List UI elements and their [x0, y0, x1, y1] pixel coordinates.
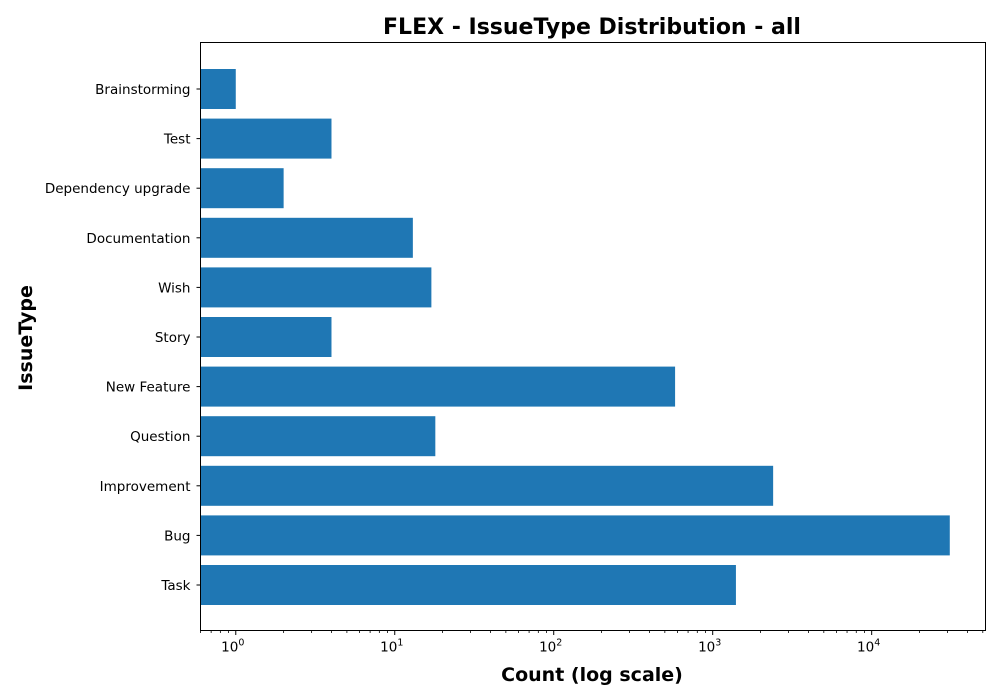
bar: [200, 366, 676, 407]
x-axis-ticks: 100 101 102 103 104: [200, 630, 984, 656]
y-tick-label: Improvement: [100, 479, 191, 495]
bar: [200, 69, 236, 109]
y-tick-label: New Feature: [106, 380, 191, 396]
bars-group: [200, 69, 950, 605]
y-tick-label: Brainstorming: [95, 82, 190, 98]
bar: [200, 118, 332, 159]
bar: [200, 515, 950, 556]
y-tick-label: Test: [163, 132, 191, 148]
x-tick-label: 104: [857, 638, 880, 656]
y-axis-label: IssueType: [15, 285, 37, 391]
bar: [200, 168, 284, 209]
bar: [200, 317, 332, 357]
x-tick-label: 100: [221, 638, 244, 656]
bar: [200, 465, 774, 506]
y-tick-label: Question: [130, 429, 190, 445]
x-axis-label: Count (log scale): [501, 664, 683, 686]
y-axis-ticks: Brainstorming Test Dependency upgrade Docum…: [45, 82, 201, 594]
plot-frame: [200, 42, 986, 631]
y-tick-label: Wish: [158, 280, 190, 296]
bar: [200, 565, 736, 605]
bar: [200, 217, 413, 258]
bar: [200, 416, 436, 457]
y-tick-label: Bug: [164, 528, 190, 544]
y-tick-label: Story: [155, 330, 191, 346]
x-tick-label: 101: [380, 638, 403, 656]
x-tick-label: 103: [698, 638, 721, 656]
y-tick-label: Task: [160, 578, 190, 594]
bar: [200, 267, 432, 308]
y-tick-label: Documentation: [86, 231, 190, 247]
y-tick-label: Dependency upgrade: [45, 181, 191, 197]
chart-title: FLEX - IssueType Distribution - all: [383, 15, 801, 40]
x-tick-label: 102: [539, 638, 562, 656]
